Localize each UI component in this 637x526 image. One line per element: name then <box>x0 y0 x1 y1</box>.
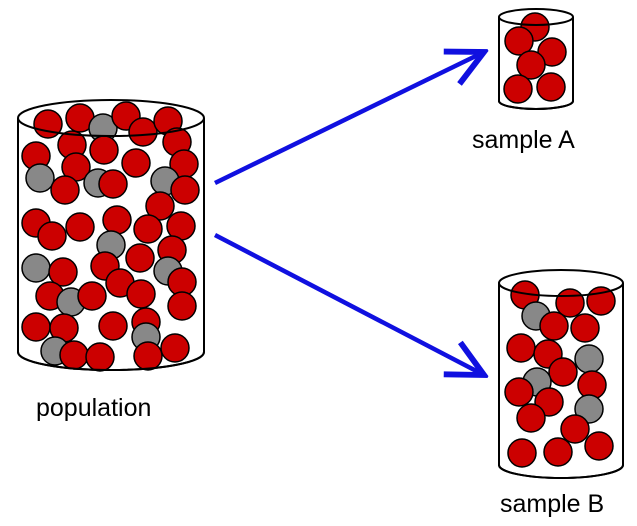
sample-a-jar <box>498 8 574 110</box>
sample-b-red-ball <box>539 311 569 341</box>
sample-b-red-ball <box>506 333 536 363</box>
sample-b-red-ball <box>584 431 614 461</box>
population-red-ball <box>48 257 78 287</box>
sample-b-jar-rim <box>498 269 624 297</box>
population-red-ball <box>33 109 63 139</box>
sample-a-red-ball <box>537 37 567 67</box>
sample-b-red-ball <box>543 437 573 467</box>
population-gray-ball <box>25 163 55 193</box>
population-red-ball <box>125 243 155 273</box>
population-red-ball <box>133 214 163 244</box>
sample-b-label: sample B <box>500 490 605 518</box>
population-red-ball <box>121 148 151 178</box>
sample-a-red-ball <box>536 72 566 102</box>
population-jar-front-bottom <box>17 351 205 371</box>
sample-b-red-ball <box>548 357 578 387</box>
sample-a-red-ball <box>504 26 534 56</box>
population-red-ball <box>167 291 197 321</box>
sample-b-gray-ball <box>574 394 604 424</box>
sample-b-jar-front-bottom <box>498 464 624 479</box>
sample-b-balls <box>504 280 616 468</box>
population-red-ball <box>98 311 128 341</box>
population-red-ball <box>102 205 132 235</box>
sample-b-red-ball <box>560 414 590 444</box>
population-red-ball <box>133 341 163 371</box>
population-red-ball <box>50 175 80 205</box>
sample-a-balls <box>503 12 567 104</box>
population-red-ball <box>126 279 156 309</box>
population-jar-rim <box>17 99 205 137</box>
population-red-ball <box>170 175 200 205</box>
sample-b-gray-ball <box>574 344 604 374</box>
sample-a-label: sample A <box>472 126 575 154</box>
arrow-to-sample-b <box>213 233 484 375</box>
population-red-ball <box>21 312 51 342</box>
sample-b-jar <box>498 269 624 479</box>
population-gray-ball <box>21 253 51 283</box>
sample-b-red-ball <box>507 438 537 468</box>
population-red-ball <box>145 191 175 221</box>
population-red-ball <box>89 135 119 165</box>
population-jar <box>17 99 205 372</box>
sample-b-red-ball <box>516 403 546 433</box>
population-red-ball <box>77 281 107 311</box>
population-balls <box>21 101 200 372</box>
population-red-ball <box>37 221 67 251</box>
sample-a-jar-rim <box>498 8 574 26</box>
population-red-ball <box>98 169 128 199</box>
population-label: population <box>36 394 152 422</box>
arrow-to-sample-a <box>214 52 484 186</box>
sample-a-red-ball <box>503 74 533 104</box>
population-red-ball <box>160 333 190 363</box>
population-red-ball <box>85 342 115 372</box>
sample-b-red-ball <box>504 377 534 407</box>
population-red-ball <box>128 117 158 147</box>
population-red-ball <box>59 340 89 370</box>
population-red-ball <box>65 212 95 242</box>
sample-a-red-ball <box>516 50 546 80</box>
sample-b-red-ball <box>570 313 600 343</box>
sample-a-jar-front-bottom <box>498 100 574 110</box>
